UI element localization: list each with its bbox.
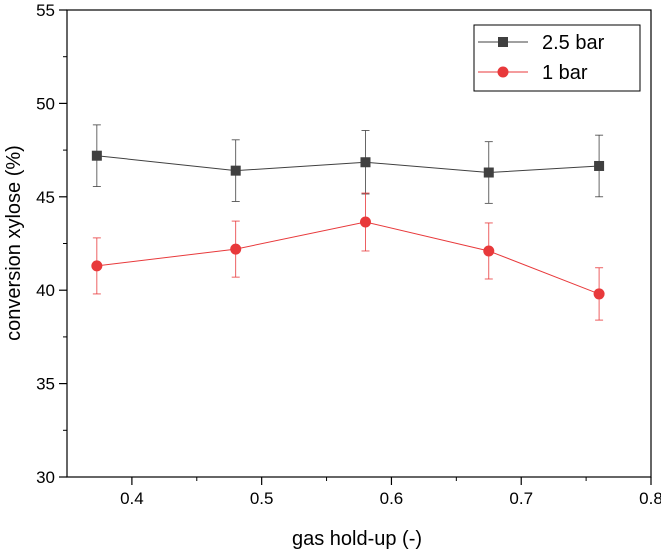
series-2-5-bar: [91, 124, 605, 204]
point-2-5-bar: [91, 150, 102, 161]
legend-box: [473, 24, 641, 92]
point-1-bar: [91, 260, 103, 272]
series-layer: [91, 124, 605, 321]
y-tick-label: 40: [36, 281, 55, 300]
y-tick-label: 45: [36, 188, 55, 207]
x-tick-label: 0.6: [380, 489, 404, 508]
y-tick-label: 35: [36, 375, 55, 394]
x-axis: 0.4 0.5 0.6 0.7 0.8: [120, 477, 661, 508]
point-2-5-bar: [594, 160, 605, 171]
legend-marker-1-bar: [497, 66, 509, 78]
legend-label-1-bar: 1 bar: [542, 62, 588, 84]
x-axis-title: gas hold-up (-): [292, 528, 422, 550]
y-tick-label: 30: [36, 468, 55, 487]
point-1-bar: [593, 288, 605, 300]
legend-label-2-5-bar: 2.5 bar: [542, 32, 605, 54]
series-line-2-5-bar: [96, 155, 600, 174]
legend: 2.5 bar 1 bar: [473, 24, 641, 92]
y-axis-title: conversion xylose (%): [3, 145, 25, 341]
y-axis: 30 35 40 45 50 55: [36, 1, 67, 487]
x-tick-label: 0.8: [639, 489, 661, 508]
x-tick-label: 0.7: [509, 489, 533, 508]
x-tick-label: 0.5: [250, 489, 274, 508]
point-1-bar: [230, 243, 242, 255]
series-line-1-bar: [96, 221, 600, 295]
y-tick-label: 50: [36, 94, 55, 113]
legend-marker-2-5-bar: [498, 37, 508, 47]
point-2-5-bar: [483, 167, 494, 178]
series-1-bar: [91, 192, 605, 321]
point-2-5-bar: [360, 157, 371, 168]
point-2-5-bar: [230, 165, 241, 176]
y-tick-label: 55: [36, 1, 55, 20]
x-tick-label: 0.4: [120, 489, 144, 508]
point-1-bar: [359, 216, 371, 228]
point-1-bar: [483, 245, 495, 257]
